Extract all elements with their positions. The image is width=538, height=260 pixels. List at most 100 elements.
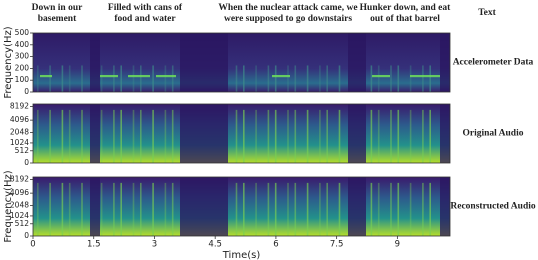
energy-streak (370, 109, 373, 163)
y-tick-label: 500 (15, 28, 30, 37)
energy-streak (306, 109, 309, 163)
annotation: basement (38, 14, 77, 24)
energy-streak (287, 109, 289, 163)
y-tick-label: 0 (24, 158, 29, 167)
energy-streak (390, 182, 392, 236)
energy-streak (274, 182, 277, 236)
energy-streak (140, 109, 142, 163)
y-tick-label: 0 (24, 231, 29, 240)
energy-streak (113, 65, 115, 92)
silence-band (440, 177, 450, 236)
energy-streak (235, 65, 238, 92)
panel-label: Reconstructed Audio (450, 202, 535, 212)
energy-streak (287, 182, 289, 236)
energy-streak (61, 109, 64, 163)
energy-streak (49, 109, 51, 163)
energy-streak (409, 182, 412, 236)
energy-streak (422, 109, 424, 163)
energy-streak (255, 65, 257, 92)
energy-streak (274, 65, 277, 92)
silence-band (180, 33, 228, 92)
energy-streak (140, 65, 142, 92)
x-tick-label: 1.5 (87, 240, 101, 250)
energy-streak (37, 109, 39, 163)
energy-streak (267, 182, 270, 236)
y-tick-label: 2048 (10, 128, 29, 137)
energy-streak (370, 182, 373, 236)
energy-streak (429, 65, 431, 92)
harmonic-line (410, 75, 440, 78)
energy-streak (235, 109, 238, 163)
spectrogram (33, 177, 450, 236)
energy-streak (243, 109, 245, 163)
energy-streak (397, 182, 400, 236)
energy-streak (377, 109, 380, 163)
energy-streak (100, 109, 103, 163)
energy-streak (81, 182, 83, 236)
panel-label: Accelerometer Data (453, 58, 534, 68)
silence-band (90, 33, 100, 92)
annotation: When the nuclear attack came, we (218, 3, 357, 13)
energy-streak (390, 65, 392, 92)
y-tick-label: 200 (15, 63, 30, 72)
frame (32, 32, 451, 93)
energy-streak (326, 109, 328, 163)
frame (32, 103, 451, 164)
energy-streak (267, 65, 270, 92)
harmonic-line (272, 75, 290, 78)
y-axis-label: Frequency(Hz) (3, 170, 14, 242)
energy-streak (377, 65, 380, 92)
energy-streak (140, 182, 142, 236)
y-tick-label: 4096 (10, 188, 29, 197)
energy-streak (61, 65, 64, 92)
annotation: out of that barrel (370, 14, 440, 24)
annotation: Hunker down, and eat (360, 3, 451, 13)
y-tick-label: 100 (15, 75, 30, 84)
x-tick-label: 0 (30, 240, 35, 250)
energy-streak (120, 109, 122, 163)
y-tick-label: 4096 (10, 115, 29, 124)
y-tick-label: 8192 (10, 101, 29, 110)
harmonic-line (128, 75, 150, 78)
x-tick-label: 3 (152, 240, 157, 250)
x-tick-label: 9 (395, 240, 400, 250)
annotation: Filled with cans of (108, 3, 183, 13)
y-tick-label: 1024 (10, 138, 29, 147)
harmonic-line (372, 75, 390, 78)
annotation: Text (478, 8, 496, 18)
y-tick-label: 512 (15, 146, 30, 155)
silence-band (180, 104, 228, 163)
panel-label: Original Audio (463, 129, 524, 139)
energy-streak (287, 65, 289, 92)
energy-streak (409, 109, 412, 163)
energy-streak (152, 182, 154, 236)
silence-band (348, 104, 366, 163)
energy-streak (409, 65, 412, 92)
energy-streak (152, 65, 154, 92)
energy-streak (235, 182, 238, 236)
energy-streak (132, 109, 135, 163)
energy-streak (255, 109, 257, 163)
energy-streak (37, 182, 39, 236)
energy-streak (68, 65, 71, 92)
energy-streak (338, 182, 341, 236)
energy-streak (113, 109, 115, 163)
harmonic-line (40, 75, 52, 78)
y-tick-label: 300 (15, 52, 30, 61)
x-axis-label: Time(s) (222, 250, 261, 260)
energy-streak (429, 182, 431, 236)
energy-streak (390, 109, 392, 163)
energy-streak (422, 182, 424, 236)
energy-streak (164, 109, 167, 163)
energy-streak (338, 109, 341, 163)
energy-streak (81, 109, 83, 163)
energy-streak (326, 65, 328, 92)
energy-streak (306, 65, 309, 92)
energy-streak (243, 65, 245, 92)
energy-streak (171, 65, 174, 92)
frame (32, 176, 451, 237)
energy-streak (294, 65, 297, 92)
silence-band (348, 33, 366, 92)
silence-band (440, 33, 450, 92)
